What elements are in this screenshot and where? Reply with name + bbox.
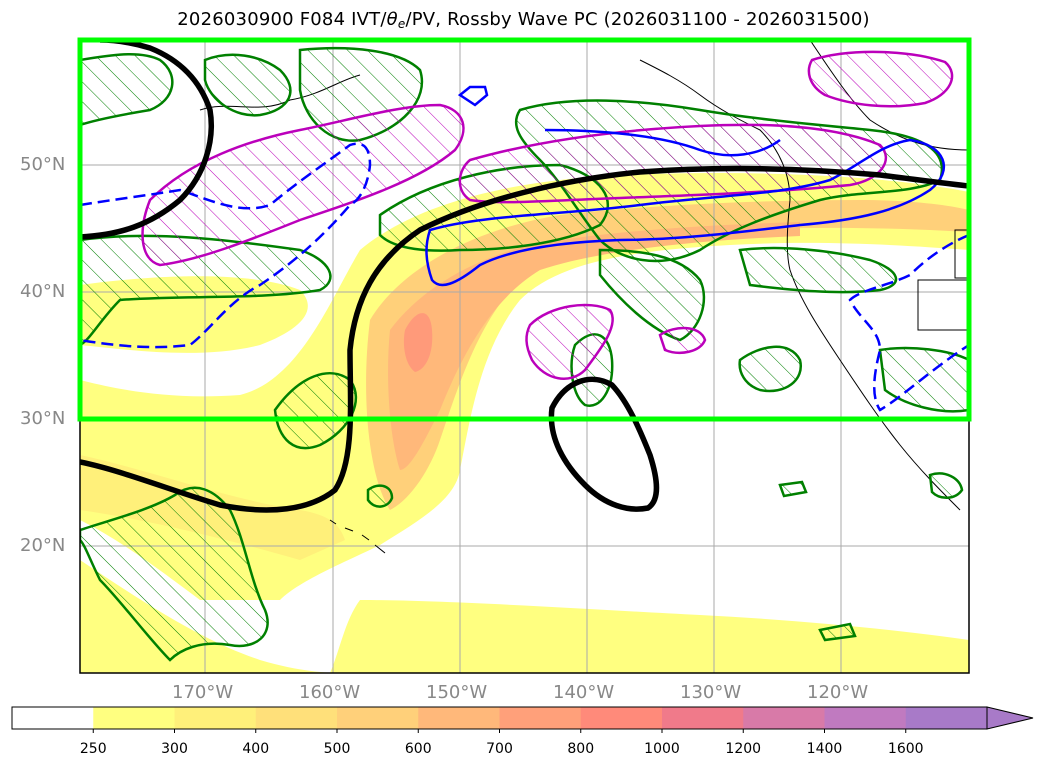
colorbar-label: 1000 bbox=[644, 741, 680, 757]
colorbar-label: 300 bbox=[161, 741, 188, 757]
title-theta: θ bbox=[386, 9, 398, 30]
lon-label-170w: 170°W bbox=[172, 682, 234, 703]
pc-contours bbox=[80, 40, 969, 513]
lon-label-150w: 150°W bbox=[426, 682, 488, 703]
lon-label-160w: 160°W bbox=[299, 682, 361, 703]
colorbar-extend-arrow bbox=[986, 706, 1034, 730]
lon-label-120w: 120°W bbox=[807, 682, 869, 703]
highlight-box bbox=[77, 37, 972, 422]
colorbar-segment bbox=[743, 707, 825, 729]
lon-label-140w: 140°W bbox=[553, 682, 615, 703]
colorbar-label: 400 bbox=[242, 741, 270, 757]
colorbar-segment bbox=[580, 707, 663, 729]
lon-label-130w: 130°W bbox=[680, 682, 742, 703]
colorbar-label: 500 bbox=[323, 741, 351, 757]
title-prefix: 2026030900 F084 IVT/ bbox=[177, 9, 387, 30]
colorbar-label: 700 bbox=[486, 741, 513, 757]
colorbar-segment bbox=[499, 707, 582, 729]
colorbar-segment bbox=[418, 707, 500, 729]
colorbar-segment bbox=[824, 707, 907, 729]
colorbar-label: 1200 bbox=[725, 741, 762, 757]
lat-label-30n: 30°N bbox=[20, 408, 66, 429]
colorbar-segment bbox=[662, 707, 744, 729]
colorbar-segment bbox=[12, 707, 94, 729]
colorbar-segment bbox=[174, 707, 257, 729]
lat-label-50n: 50°N bbox=[20, 154, 66, 175]
lat-label-20n: 20°N bbox=[20, 535, 66, 556]
lat-label-40n: 40°N bbox=[20, 281, 66, 302]
colorbar bbox=[11, 706, 1034, 733]
theta-contours bbox=[80, 85, 969, 412]
colorbar-label: 600 bbox=[404, 741, 432, 757]
colorbar-label: 250 bbox=[79, 741, 107, 757]
colorbar-label: 800 bbox=[567, 741, 595, 757]
map-title: 2026030900 F084 IVT/θe/PV, Rossby Wave P… bbox=[0, 9, 1047, 31]
colorbar-segment bbox=[337, 707, 419, 729]
colorbar-label: 1400 bbox=[806, 741, 843, 757]
title-suffix: /PV, Rossby Wave PC (2026031100 - 202603… bbox=[405, 9, 870, 30]
title-theta-subscript: e bbox=[397, 17, 406, 31]
colorbar-segment bbox=[93, 707, 175, 729]
colorbar-segment bbox=[255, 707, 338, 729]
colorbar-label: 1600 bbox=[887, 741, 924, 757]
colorbar-segment bbox=[905, 707, 988, 729]
